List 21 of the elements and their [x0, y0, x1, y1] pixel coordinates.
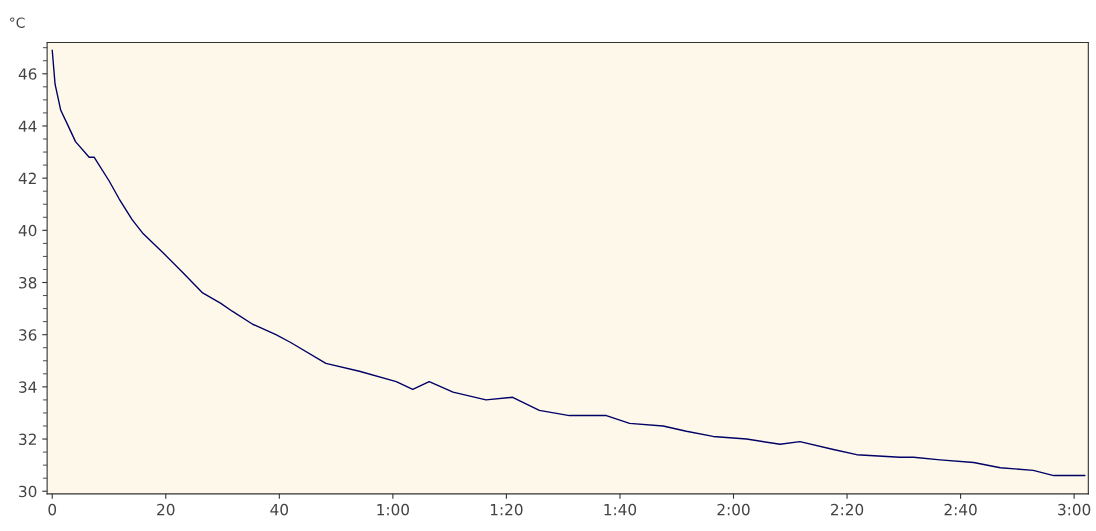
x-tick-label: 2:40 — [944, 503, 977, 516]
x-tick-label: 20 — [157, 503, 175, 516]
x-tick-label: 2:20 — [831, 503, 864, 516]
y-tick-label: 38 — [19, 276, 37, 289]
y-tick-label: 40 — [18, 224, 37, 237]
y-tick-label: 32 — [19, 433, 36, 446]
y-tick-label: 30 — [19, 485, 37, 498]
y-tick-label: 46 — [18, 68, 37, 80]
y-tick-label: 36 — [19, 329, 37, 341]
y-tick-label: 44 — [18, 120, 37, 132]
x-tick-label: 0 — [48, 503, 57, 516]
x-tick-label: 3:00 — [1058, 503, 1091, 516]
x-tick-label: 1:00 — [377, 503, 410, 516]
line-series — [51, 49, 1086, 477]
x-tick-label: 40 — [270, 503, 289, 516]
x-tick-label: 1:40 — [604, 503, 637, 516]
x-tick-label: 1:20 — [490, 503, 523, 516]
y-axis-title: °C — [10, 17, 25, 28]
x-tick-label: 2:00 — [717, 503, 750, 516]
y-tick-label: 34 — [19, 381, 37, 393]
y-tick-label: 42 — [18, 172, 36, 184]
